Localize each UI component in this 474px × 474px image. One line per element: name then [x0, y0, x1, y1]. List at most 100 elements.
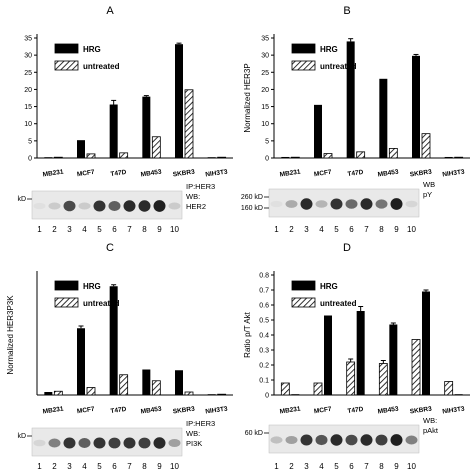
- blot-band: [405, 435, 418, 445]
- y-tick-label: 0.7: [259, 288, 269, 295]
- blot-band: [138, 437, 151, 449]
- lane-number: 3: [304, 225, 309, 234]
- bar-untreated-mb231: [53, 390, 63, 396]
- x-tick-label: MB231: [279, 169, 301, 179]
- y-axis-label: Normalized HER3P3K: [6, 295, 15, 375]
- lane-number: 10: [170, 462, 179, 471]
- lane-number: 8: [379, 225, 384, 234]
- y-tick-label: 35: [24, 36, 32, 43]
- lane-number: 2: [289, 462, 294, 471]
- blot-antibody-label: WB:: [186, 192, 200, 201]
- bar-hrg-t47d: [109, 286, 118, 395]
- bar-hrg-mb453: [142, 369, 151, 395]
- y-tick-label: 0.6: [259, 303, 269, 310]
- lane-number: 10: [407, 462, 416, 471]
- blot-band: [153, 437, 166, 449]
- bar-hrg-t47d: [109, 104, 118, 158]
- bar-untreated-nih3t3: [454, 156, 464, 159]
- lane-number: 8: [142, 462, 147, 471]
- lane-number: 8: [379, 462, 384, 471]
- bar-hrg-mb231: [291, 394, 300, 395]
- bar-hrg-mcf7: [77, 140, 85, 158]
- y-tick-label: 0.3: [259, 348, 269, 355]
- blot-band: [78, 438, 91, 448]
- lane-number: 10: [170, 225, 179, 234]
- bar-hrg-nih3t3: [444, 156, 453, 158]
- blot-band: [285, 200, 298, 208]
- x-tick-label: NIH3T3: [442, 405, 466, 415]
- bar-hrg-mb453: [389, 324, 398, 395]
- blot-band: [390, 198, 403, 210]
- blot-band: [33, 439, 46, 447]
- bar-untreated-mcf7: [323, 153, 333, 159]
- x-tick-label: MB231: [42, 406, 64, 416]
- bar-untreated-t47d: [119, 152, 129, 159]
- y-axis-label: Normalized HER3P: [243, 63, 252, 132]
- y-tick-label: 25: [261, 70, 269, 77]
- lane-number: 1: [274, 225, 279, 234]
- bar-untreated-mb231: [280, 382, 290, 396]
- lane-number: 6: [349, 225, 354, 234]
- lane-number: 4: [319, 462, 324, 471]
- bar-untreated-mcf7: [86, 153, 96, 159]
- y-tick-label: 0: [265, 393, 269, 400]
- blot-antibody-label: IP:HER3: [186, 182, 215, 191]
- lane-number: 6: [112, 225, 117, 234]
- y-tick-label: 25: [24, 70, 32, 77]
- lane-number: 1: [37, 225, 42, 234]
- blot-antibody-label: WB:: [423, 416, 437, 425]
- x-tick-label: SKBR3: [409, 405, 432, 415]
- bar-hrg-skbr3: [422, 291, 430, 395]
- bar-hrg-mcf7: [324, 315, 332, 395]
- blot-antibody-label: WB:: [186, 429, 200, 438]
- bar-hrg-skbr3: [175, 370, 183, 395]
- bar-hrg-mb453: [142, 96, 151, 158]
- panel-label: D: [343, 242, 351, 254]
- y-tick-label: 30: [24, 53, 32, 60]
- bar-untreated-skbr3: [411, 339, 421, 396]
- bar-untreated-nih3t3: [444, 381, 454, 396]
- bar-untreated-t47d: [119, 374, 129, 396]
- bar-hrg-mcf7: [314, 104, 322, 158]
- blot-antibody-label: pY: [423, 190, 432, 199]
- blot-band: [108, 437, 121, 449]
- blot-band: [63, 437, 76, 449]
- legend-label-hrg: HRG: [320, 282, 338, 291]
- lane-number: 6: [112, 462, 117, 471]
- blot-band: [360, 434, 373, 446]
- lane-number: 4: [82, 462, 87, 471]
- legend-swatch-hrg: [54, 43, 79, 54]
- blot-band: [390, 434, 403, 446]
- bar-untreated-mb231: [290, 156, 300, 159]
- panel-c-chart: C Normalized HER3P3K MB231 MCF7 T47D MB453 SKB…: [6, 242, 233, 471]
- bar-untreated-nih3t3: [217, 393, 227, 396]
- lane-number: 9: [394, 462, 399, 471]
- bar-untreated-skbr3: [421, 133, 431, 159]
- bar-untreated-mb453: [388, 147, 398, 159]
- blot-band: [360, 198, 373, 210]
- bar-hrg-nih3t3: [454, 394, 463, 395]
- x-tick-label: T47D: [110, 169, 127, 178]
- lane-number: 2: [52, 225, 57, 234]
- lane-number: 5: [334, 225, 339, 234]
- blot-band: [345, 199, 358, 209]
- lane-number: 7: [127, 225, 132, 234]
- bar-hrg-mb231: [44, 157, 53, 158]
- lane-number: 10: [407, 225, 416, 234]
- x-tick-label: MB231: [42, 169, 64, 179]
- panel-label: B: [343, 5, 350, 17]
- y-tick-label: 0.2: [259, 363, 269, 370]
- blot-band: [93, 437, 106, 449]
- y-tick-label: 20: [261, 87, 269, 94]
- lane-number: 8: [142, 225, 147, 234]
- blot-mw-label: 60 kD: [245, 430, 263, 437]
- blot-band: [300, 434, 313, 446]
- bar-hrg-t47d: [356, 311, 365, 395]
- bar-untreated-skbr3: [184, 89, 194, 159]
- lane-number: 9: [394, 225, 399, 234]
- blot-band: [78, 202, 91, 210]
- blot-antibody-label: PI3K: [186, 439, 202, 448]
- panel-d-chart: D 0 0.1 0.2 0.3 0.4 0.5 0.6 0.7 0.8 Ratio p/T Akt M…: [243, 242, 470, 471]
- blot-antibody-label: pAkt: [423, 426, 439, 435]
